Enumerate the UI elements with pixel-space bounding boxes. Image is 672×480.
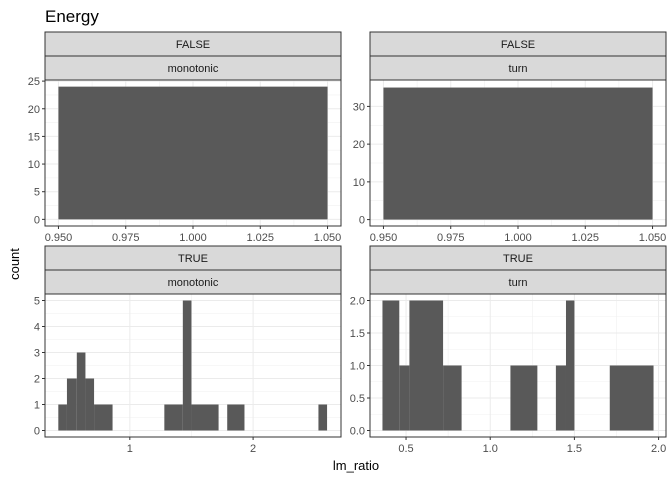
- histogram-bar: [565, 300, 575, 431]
- facet-strip-label: turn: [509, 277, 528, 289]
- x-axis-title: lm_ratio: [333, 458, 379, 473]
- x-tick-label: 1.5: [567, 443, 582, 455]
- x-tick-label: 2: [250, 443, 256, 455]
- x-tick-label: 0.950: [45, 232, 73, 244]
- facet-strip: [369, 245, 667, 271]
- y-tick-label: 4: [34, 322, 40, 334]
- histogram-bar: [510, 365, 538, 431]
- y-tick-label: 20: [28, 104, 40, 116]
- y-tick-label: 30: [353, 101, 365, 113]
- facet-strip: [44, 31, 342, 57]
- histogram-bar: [182, 300, 192, 431]
- histogram-bar: [227, 404, 245, 431]
- facet-strip: [369, 55, 667, 81]
- facet-strip-label: TRUE: [178, 253, 208, 265]
- y-tick-label: 1.5: [350, 328, 365, 340]
- facet-strip: [369, 31, 667, 57]
- x-tick-label: 2.0: [651, 443, 666, 455]
- y-tick-label: 0: [359, 215, 365, 227]
- histogram-bar: [399, 365, 410, 431]
- y-tick-label: 2: [34, 374, 40, 386]
- x-tick-label: 1.025: [572, 232, 600, 244]
- histogram-bar: [318, 404, 328, 431]
- x-tick-label: 1.025: [247, 232, 275, 244]
- histogram-bar: [58, 404, 67, 431]
- y-tick-label: 0.0: [350, 426, 365, 438]
- facet-strip: [44, 269, 342, 295]
- histogram-bar: [94, 404, 113, 431]
- x-tick-label: 0.5: [398, 443, 413, 455]
- y-tick-label: 0: [34, 426, 40, 438]
- y-tick-label: 0.5: [350, 393, 365, 405]
- facet-strip-label: turn: [509, 63, 528, 75]
- histogram-bar: [443, 365, 462, 431]
- histogram-bar: [191, 404, 219, 431]
- histogram-bar: [609, 365, 654, 431]
- facet-strip-label: monotonic: [168, 63, 219, 75]
- chart-title: Energy: [45, 7, 99, 26]
- facet-strip-label: FALSE: [176, 39, 210, 51]
- facet-strip: [44, 245, 342, 271]
- x-tick-label: 1.000: [179, 232, 207, 244]
- histogram-bar: [85, 378, 95, 431]
- histogram-bar: [66, 378, 77, 431]
- y-tick-label: 0: [34, 214, 40, 226]
- histogram-bar: [58, 86, 328, 220]
- facet-strip-label: TRUE: [503, 253, 533, 265]
- x-tick-label: 1.0: [483, 443, 498, 455]
- y-tick-label: 2.0: [350, 296, 365, 308]
- histogram-bar: [76, 352, 86, 431]
- histogram-bar: [383, 87, 653, 220]
- x-tick-label: 1.050: [314, 232, 342, 244]
- y-tick-label: 15: [28, 131, 40, 143]
- y-tick-label: 5: [34, 187, 40, 199]
- facet-strip: [44, 55, 342, 81]
- facet-strip-label: FALSE: [501, 39, 535, 51]
- histogram-bar: [164, 404, 183, 431]
- y-tick-label: 1: [34, 400, 40, 412]
- y-tick-label: 5: [34, 296, 40, 308]
- y-tick-label: 10: [28, 159, 40, 171]
- facet-panel: FALSE turn 0.950 0.975 1.000 1.025 1.050 0 10 20 3…: [353, 31, 667, 244]
- facet-panel: FALSE monotonic 0.950 0.975 1.000 1.025 1.050 0…: [28, 31, 342, 244]
- y-axis-title: count: [7, 248, 22, 280]
- facet-strip: [369, 269, 667, 295]
- y-tick-label: 25: [28, 76, 40, 88]
- y-tick-label: 3: [34, 348, 40, 360]
- y-tick-label: 1.0: [350, 361, 365, 373]
- x-tick-label: 0.975: [437, 232, 465, 244]
- facet-strip-label: monotonic: [168, 277, 219, 289]
- x-tick-label: 1.000: [504, 232, 532, 244]
- y-tick-label: 10: [353, 177, 365, 189]
- x-tick-label: 1: [127, 443, 133, 455]
- x-tick-label: 0.950: [370, 232, 398, 244]
- facet-panel: TRUE monotonic 1 2 0 1 2 3 4 5: [34, 245, 342, 455]
- y-tick-label: 20: [353, 139, 365, 151]
- x-tick-label: 0.975: [112, 232, 140, 244]
- facet-panel: TRUE turn 0.5 1.0 1.5 2.0 0.0 0.5 1.0 1.5 2.0: [350, 245, 667, 455]
- histogram-bar: [555, 365, 566, 431]
- x-tick-label: 1.050: [639, 232, 667, 244]
- panel-border: [44, 293, 342, 438]
- histogram-bar: [382, 300, 400, 431]
- histogram-bar: [409, 300, 444, 431]
